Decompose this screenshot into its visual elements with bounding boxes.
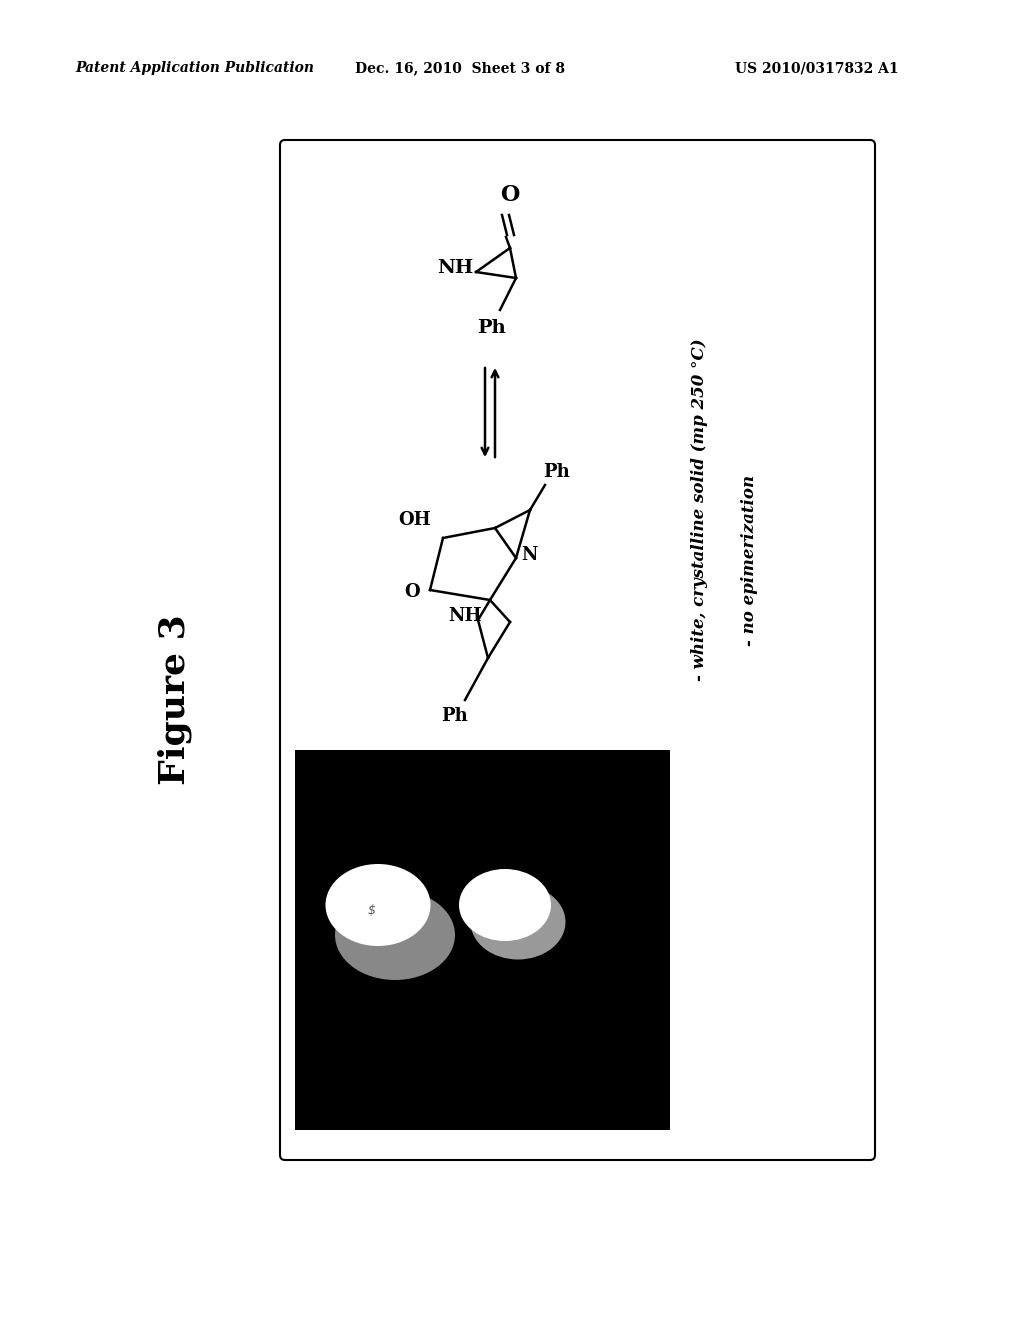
Text: Ph: Ph [441,708,468,725]
Text: Dec. 16, 2010  Sheet 3 of 8: Dec. 16, 2010 Sheet 3 of 8 [355,61,565,75]
Text: - white, crystalline solid (mp 250 °C): - white, crystalline solid (mp 250 °C) [691,339,709,681]
Ellipse shape [470,884,565,960]
Text: Ph: Ph [477,319,507,337]
FancyBboxPatch shape [280,140,874,1160]
Ellipse shape [459,869,551,941]
Text: N: N [522,546,539,564]
Text: US 2010/0317832 A1: US 2010/0317832 A1 [735,61,899,75]
Text: O: O [501,183,520,206]
Text: OH: OH [398,511,431,529]
Ellipse shape [326,865,430,946]
Text: NH: NH [437,259,473,277]
Ellipse shape [335,890,455,979]
Text: - no epimerization: - no epimerization [741,474,759,645]
Bar [295,750,670,1130]
Text: NH: NH [449,607,481,624]
Text: $: $ [368,903,376,916]
Text: Figure 3: Figure 3 [158,615,193,785]
Text: Patent Application Publication: Patent Application Publication [75,61,314,75]
Text: Ph: Ph [544,463,570,480]
Text: O: O [404,583,420,601]
